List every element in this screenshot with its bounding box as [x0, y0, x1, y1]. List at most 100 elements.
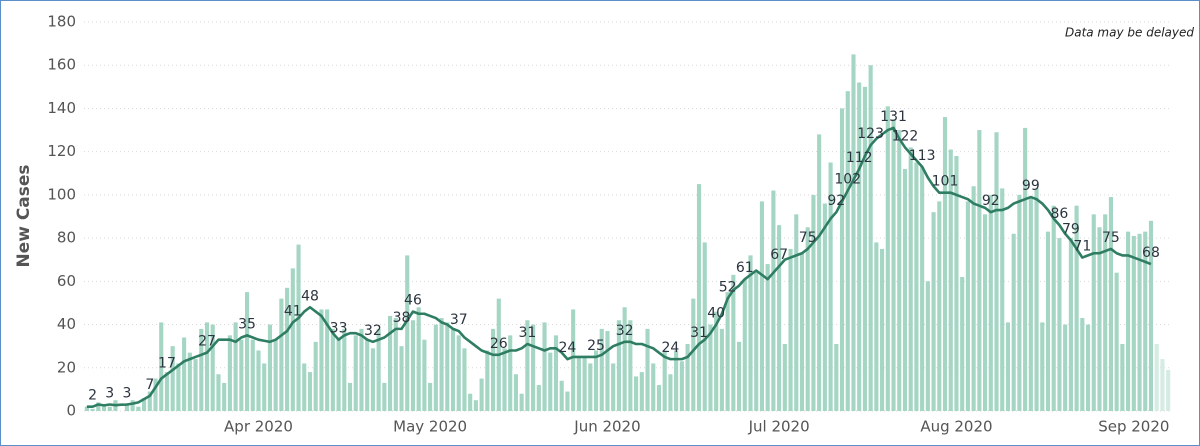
data-label: 3: [122, 386, 131, 402]
bar: [233, 322, 238, 411]
bar: [782, 344, 787, 411]
bar: [410, 320, 416, 411]
bar: [742, 279, 747, 411]
bar: [1063, 324, 1068, 411]
bar: [273, 339, 278, 411]
bar: [679, 361, 684, 411]
bar: [136, 406, 141, 411]
data-label: 7: [145, 377, 154, 393]
bar: [1011, 233, 1016, 411]
bar: [1143, 231, 1148, 411]
bar: [754, 272, 759, 411]
x-tick-label: Jun 2020: [573, 418, 640, 436]
y-tick-label: 0: [66, 402, 76, 420]
bar: [513, 374, 518, 411]
bar: [622, 307, 627, 411]
bar: [851, 54, 856, 412]
bar: [90, 408, 95, 411]
bar: [365, 339, 370, 411]
bar: [559, 380, 564, 411]
bar: [290, 268, 295, 411]
bar: [862, 86, 867, 411]
data-label: 46: [404, 293, 422, 309]
data-label: 27: [198, 334, 216, 350]
bar: [502, 348, 507, 411]
bar: [634, 376, 639, 411]
bar: [777, 225, 782, 411]
bar: [942, 117, 948, 411]
bar: [359, 328, 364, 411]
data-label: 24: [559, 340, 577, 356]
bar: [508, 335, 513, 411]
bar: [473, 400, 478, 411]
bar: [805, 227, 810, 411]
bar: [656, 385, 662, 411]
bar: [393, 318, 398, 411]
bar: [960, 277, 965, 411]
bar: [811, 194, 816, 411]
bar: [405, 255, 410, 411]
y-tick-label: 60: [57, 272, 76, 290]
data-label: 68: [1142, 245, 1160, 261]
bar: [794, 214, 799, 411]
bar: [737, 341, 742, 411]
bar: [708, 324, 713, 411]
bar: [490, 328, 496, 411]
bar: [353, 335, 358, 411]
bar: [307, 372, 313, 411]
bar: [416, 307, 421, 411]
bar: [599, 328, 604, 411]
data-label: 38: [393, 310, 411, 326]
data-label: 26: [490, 336, 508, 352]
bar: [1091, 214, 1096, 411]
data-label: 61: [736, 260, 754, 276]
bar: [456, 335, 461, 411]
bar: [628, 320, 633, 411]
data-label: 32: [616, 323, 634, 339]
annotation: Data may be delayed: [1065, 26, 1194, 40]
bar: [1057, 238, 1062, 411]
bar: [582, 356, 587, 411]
bar: [462, 348, 467, 411]
bar: [536, 385, 541, 411]
bar: [1085, 324, 1091, 411]
bar: [216, 374, 221, 411]
data-label: 101: [932, 174, 959, 190]
bar: [204, 322, 210, 411]
data-label: 92: [982, 193, 1000, 209]
bar: [868, 65, 873, 411]
bar: [279, 298, 284, 411]
bar: [925, 281, 930, 411]
bar: [330, 328, 335, 411]
bar: [1051, 205, 1056, 411]
bar: [210, 324, 215, 411]
bar: [639, 372, 644, 411]
data-label: 2: [88, 388, 97, 404]
y-tick-label: 120: [47, 142, 76, 160]
bar: [222, 382, 227, 411]
bar: [994, 132, 999, 411]
bar: [450, 328, 456, 411]
bar: [571, 309, 576, 411]
y-axis-title: New Cases: [14, 164, 34, 267]
bar: [262, 363, 267, 411]
bar: [107, 406, 112, 411]
bar: [124, 404, 129, 411]
y-tick-label: 20: [57, 358, 76, 376]
bar: [880, 248, 885, 411]
bar: [519, 393, 524, 411]
bar: [983, 214, 988, 411]
bar: [1114, 272, 1119, 411]
data-label: 112: [846, 150, 873, 166]
data-label: 37: [450, 312, 468, 328]
bar: [468, 393, 473, 411]
bar: [153, 378, 158, 411]
bar: [1103, 214, 1108, 411]
bar: [988, 194, 993, 411]
bar: [1108, 197, 1113, 411]
bar: [376, 328, 381, 411]
bar: [176, 363, 181, 411]
data-label: 24: [661, 340, 679, 356]
bar: [1000, 188, 1005, 411]
